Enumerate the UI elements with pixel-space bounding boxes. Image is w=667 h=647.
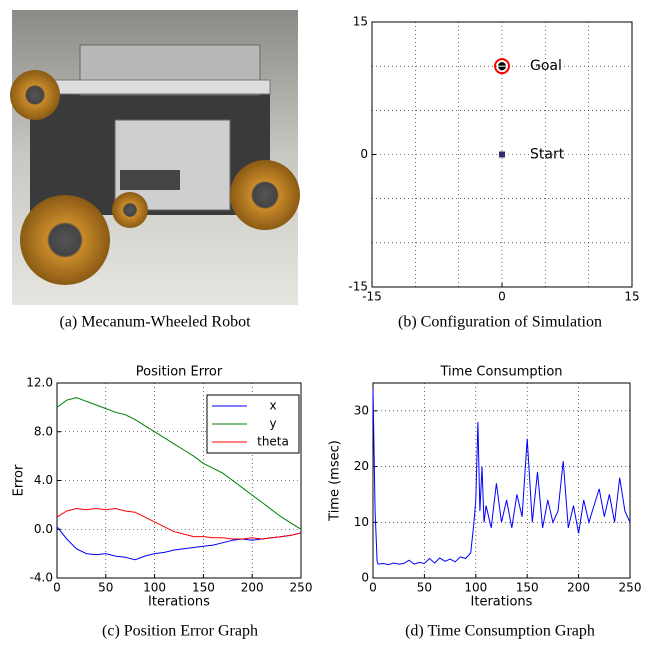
caption: (d) Time Consumption Graph	[405, 623, 595, 640]
axes-frame	[371, 21, 633, 288]
x-tick-label: 50	[417, 581, 432, 595]
line	[56, 526, 302, 561]
x-tick-label: 250	[619, 581, 642, 595]
y-tick-label: 12.0	[26, 376, 53, 390]
x-tick-label: 0	[369, 581, 377, 595]
y-tick-label: 30	[354, 403, 369, 417]
axes-frame	[372, 382, 631, 579]
x-tick-label: 250	[290, 581, 313, 595]
chart-title: Time Consumption	[439, 365, 562, 380]
x-tick-label: -15	[362, 290, 382, 304]
x-tick-label: 200	[567, 581, 590, 595]
axes-frame	[56, 382, 302, 579]
line	[372, 388, 631, 566]
x-axis-label: Iterations	[148, 595, 210, 610]
legend-label: x	[269, 399, 276, 413]
robot-photo	[10, 10, 300, 305]
point	[499, 151, 505, 158]
x-tick-label: 200	[241, 581, 264, 595]
x-axis-label: Iterations	[471, 595, 533, 610]
point-label: Goal	[530, 58, 562, 74]
caption: (a) Mecanum-Wheeled Robot	[59, 314, 251, 331]
y-tick-label: 8.0	[34, 424, 53, 438]
y-tick-label: 0.0	[34, 522, 53, 536]
y-axis-label: Error	[12, 464, 27, 496]
y-tick-label: 20	[354, 459, 369, 473]
line	[56, 397, 302, 530]
y-tick-label: -15	[348, 280, 368, 294]
x-tick-label: 100	[143, 581, 166, 595]
y-tick-label: 15	[353, 15, 368, 29]
x-tick-label: 50	[98, 581, 113, 595]
y-tick-label: -4.0	[30, 571, 53, 585]
y-tick-label: 0	[360, 147, 368, 161]
x-tick-label: 0	[498, 290, 506, 304]
line	[56, 507, 302, 540]
y-tick-label: 4.0	[34, 473, 53, 487]
goal-ring	[494, 58, 510, 75]
caption: (b) Configuration of Simulation	[398, 314, 602, 331]
chart-title: Position Error	[136, 365, 223, 380]
point-label: Start	[530, 147, 565, 163]
y-axis-label: Time (msec)	[328, 440, 343, 522]
y-tick-label: 0	[361, 571, 369, 585]
y-tick-label: 10	[354, 515, 369, 529]
legend-label: theta	[257, 435, 289, 449]
caption: (c) Position Error Graph	[102, 623, 258, 640]
x-tick-label: 100	[464, 581, 487, 595]
x-tick-label: 150	[516, 581, 539, 595]
x-tick-label: 150	[192, 581, 215, 595]
x-tick-label: 0	[53, 581, 61, 595]
x-tick-label: 15	[624, 290, 639, 304]
legend-label: y	[269, 417, 276, 431]
